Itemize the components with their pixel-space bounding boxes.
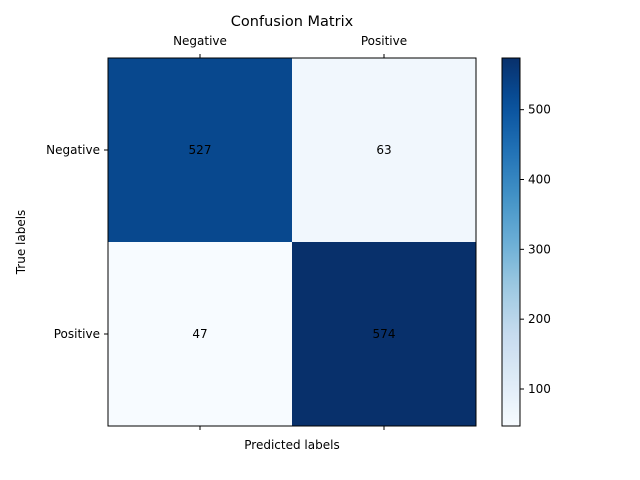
cell-value-label: 527 (189, 143, 212, 157)
chart-title: Confusion Matrix (231, 14, 354, 30)
y-tick-label: Negative (46, 143, 100, 157)
colorbar-tick-label: 500 (528, 103, 551, 117)
colorbar-tick-label: 400 (528, 173, 551, 187)
heatmap-cell (108, 242, 292, 426)
colorbar-ticks: 100 200 300 400 500 (520, 103, 551, 396)
y-axis-label: True labels (14, 210, 28, 276)
heatmap-cell (108, 58, 292, 242)
y-tick-label: Positive (54, 327, 100, 341)
colorbar-tick-label: 100 (528, 382, 551, 396)
plot-frame (107, 57, 477, 427)
heatmap-cells: 527 63 47 574 (108, 58, 476, 426)
cell-value-label: 63 (376, 143, 391, 157)
x-axis-label: Predicted labels (244, 438, 339, 452)
x-tick-label: Negative (173, 34, 227, 48)
axis-ticks: Negative Positive Negative Positive (46, 34, 407, 430)
cell-value-label: 47 (192, 327, 207, 341)
colorbar (501, 57, 521, 427)
x-tick-label: Positive (361, 34, 407, 48)
colorbar-tick-label: 300 (528, 242, 551, 256)
heatmap-cell (292, 58, 476, 242)
cell-value-label: 574 (373, 327, 396, 341)
heatmap-cell (292, 242, 476, 426)
colorbar-tick-label: 200 (528, 312, 551, 326)
